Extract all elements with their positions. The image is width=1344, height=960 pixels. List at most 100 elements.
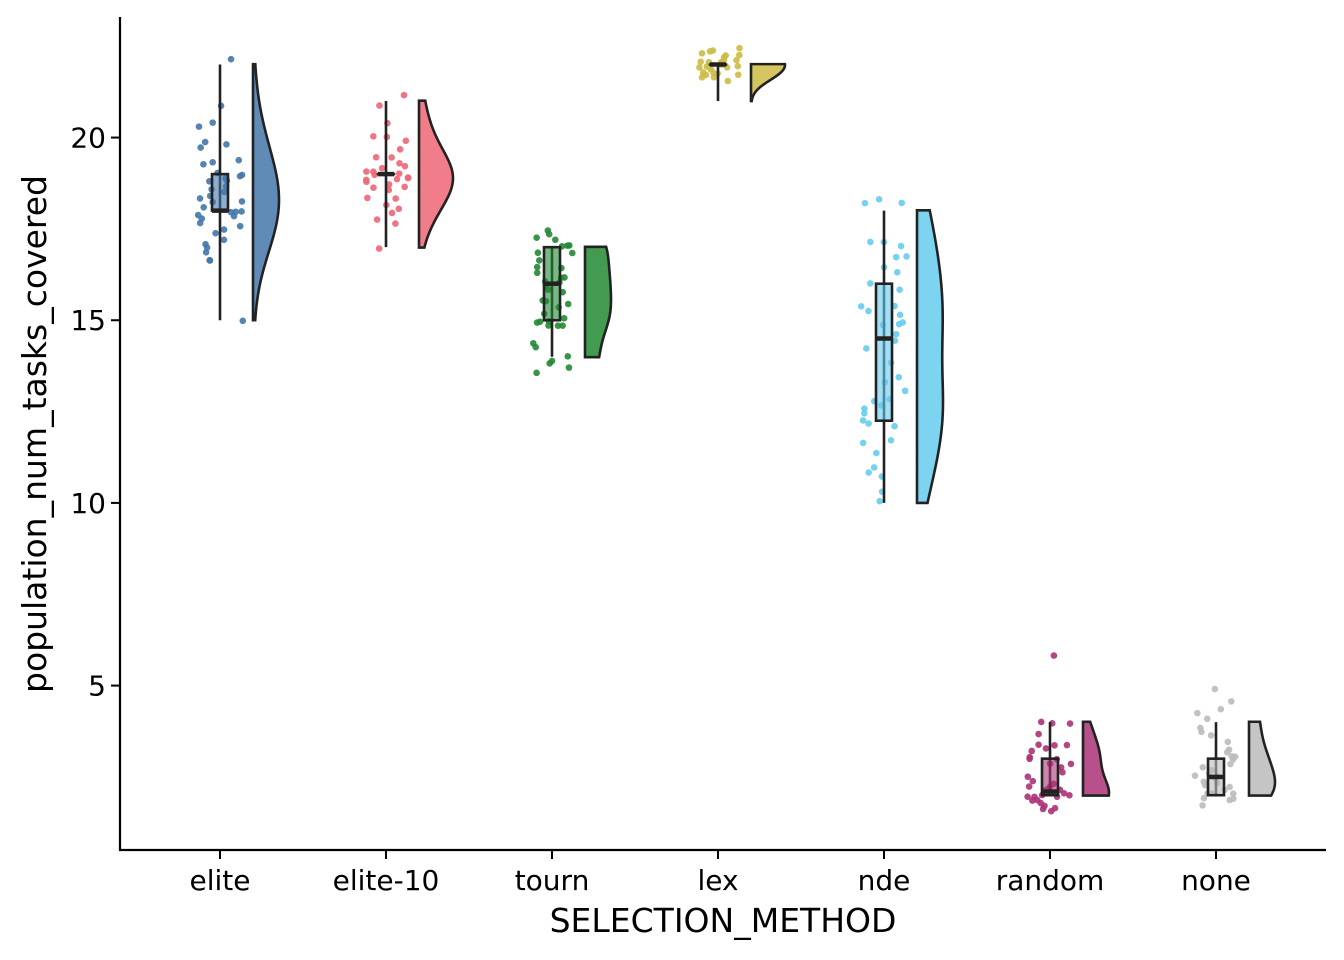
data-point <box>734 62 742 70</box>
data-point <box>861 410 868 417</box>
data-point <box>401 183 408 191</box>
data-point <box>895 373 903 381</box>
data-point <box>200 160 207 168</box>
data-point <box>195 123 203 130</box>
data-point <box>227 55 235 63</box>
data-point <box>564 353 572 360</box>
y-axis-title: population_num_tasks_covered <box>15 175 54 693</box>
data-point <box>901 387 909 395</box>
data-point <box>736 51 743 59</box>
data-point <box>1200 794 1208 802</box>
data-point <box>536 318 544 325</box>
data-point <box>220 236 228 244</box>
data-point <box>1226 783 1233 791</box>
group-elite <box>194 55 281 325</box>
data-point <box>736 44 743 52</box>
data-point <box>887 436 895 444</box>
data-point <box>363 178 370 186</box>
data-point <box>560 314 568 322</box>
data-point <box>568 249 576 257</box>
data-point <box>364 194 371 202</box>
group-elite-10 <box>362 91 455 252</box>
data-point <box>876 497 883 505</box>
data-point <box>1035 741 1042 748</box>
data-point <box>1207 732 1215 739</box>
data-point <box>866 280 874 287</box>
data-point <box>867 238 874 246</box>
data-point <box>532 343 540 351</box>
data-point <box>238 208 245 215</box>
data-point <box>378 164 386 172</box>
data-point <box>1063 741 1071 749</box>
data-point <box>1191 772 1199 779</box>
data-point <box>1227 698 1235 705</box>
data-point <box>896 311 904 319</box>
data-point <box>861 405 868 413</box>
data-point <box>1194 709 1201 717</box>
data-point <box>533 263 541 271</box>
data-point <box>375 245 383 252</box>
data-point <box>236 172 244 180</box>
data-point <box>733 56 740 64</box>
axes <box>118 17 1326 852</box>
data-point <box>546 360 553 367</box>
data-point <box>370 132 377 140</box>
data-point <box>892 330 900 338</box>
data-point <box>1199 802 1206 809</box>
data-point <box>545 322 552 329</box>
data-point <box>1024 773 1032 781</box>
x-tick-label: none <box>1181 864 1251 897</box>
data-point <box>873 449 880 457</box>
data-point <box>392 195 399 202</box>
data-point <box>1025 783 1033 790</box>
data-point <box>1231 753 1239 761</box>
data-point <box>896 286 903 293</box>
data-point <box>396 146 404 153</box>
data-point <box>903 253 910 260</box>
data-point <box>865 420 872 427</box>
data-point <box>1198 728 1205 736</box>
data-point <box>696 64 703 71</box>
data-point <box>891 422 898 430</box>
data-point <box>1059 768 1066 776</box>
data-point <box>724 77 732 85</box>
data-point <box>564 242 571 249</box>
data-point <box>1028 747 1036 755</box>
data-point <box>865 307 872 315</box>
data-point <box>898 199 906 207</box>
data-point <box>533 234 540 241</box>
data-point <box>1050 652 1058 659</box>
data-point <box>238 198 246 205</box>
data-point <box>1029 777 1037 785</box>
data-point <box>1067 760 1075 768</box>
x-tick-label: elite-10 <box>333 864 440 897</box>
data-point <box>400 91 408 99</box>
y-tick-label: 20 <box>70 122 106 155</box>
half-violin <box>417 99 455 249</box>
data-point <box>1224 738 1232 746</box>
data-point <box>554 322 562 329</box>
data-point <box>1026 755 1033 763</box>
half-violin <box>1081 720 1111 797</box>
data-point <box>1047 807 1055 815</box>
data-point <box>893 268 901 276</box>
data-point <box>388 209 396 217</box>
data-point <box>201 138 209 146</box>
group-nde <box>857 195 945 505</box>
half-violin <box>251 62 281 322</box>
data-point <box>209 158 216 166</box>
data-point <box>385 181 393 188</box>
data-point <box>857 302 865 310</box>
data-point <box>895 320 903 328</box>
data-point <box>239 317 247 325</box>
data-point <box>1024 793 1031 800</box>
x-tick-label: random <box>996 864 1105 897</box>
box <box>210 172 230 212</box>
data-point <box>393 175 401 183</box>
data-point <box>1226 796 1234 804</box>
data-point <box>372 153 380 161</box>
data-point <box>1066 720 1074 727</box>
data-point <box>698 74 706 81</box>
data-point <box>1037 718 1045 726</box>
